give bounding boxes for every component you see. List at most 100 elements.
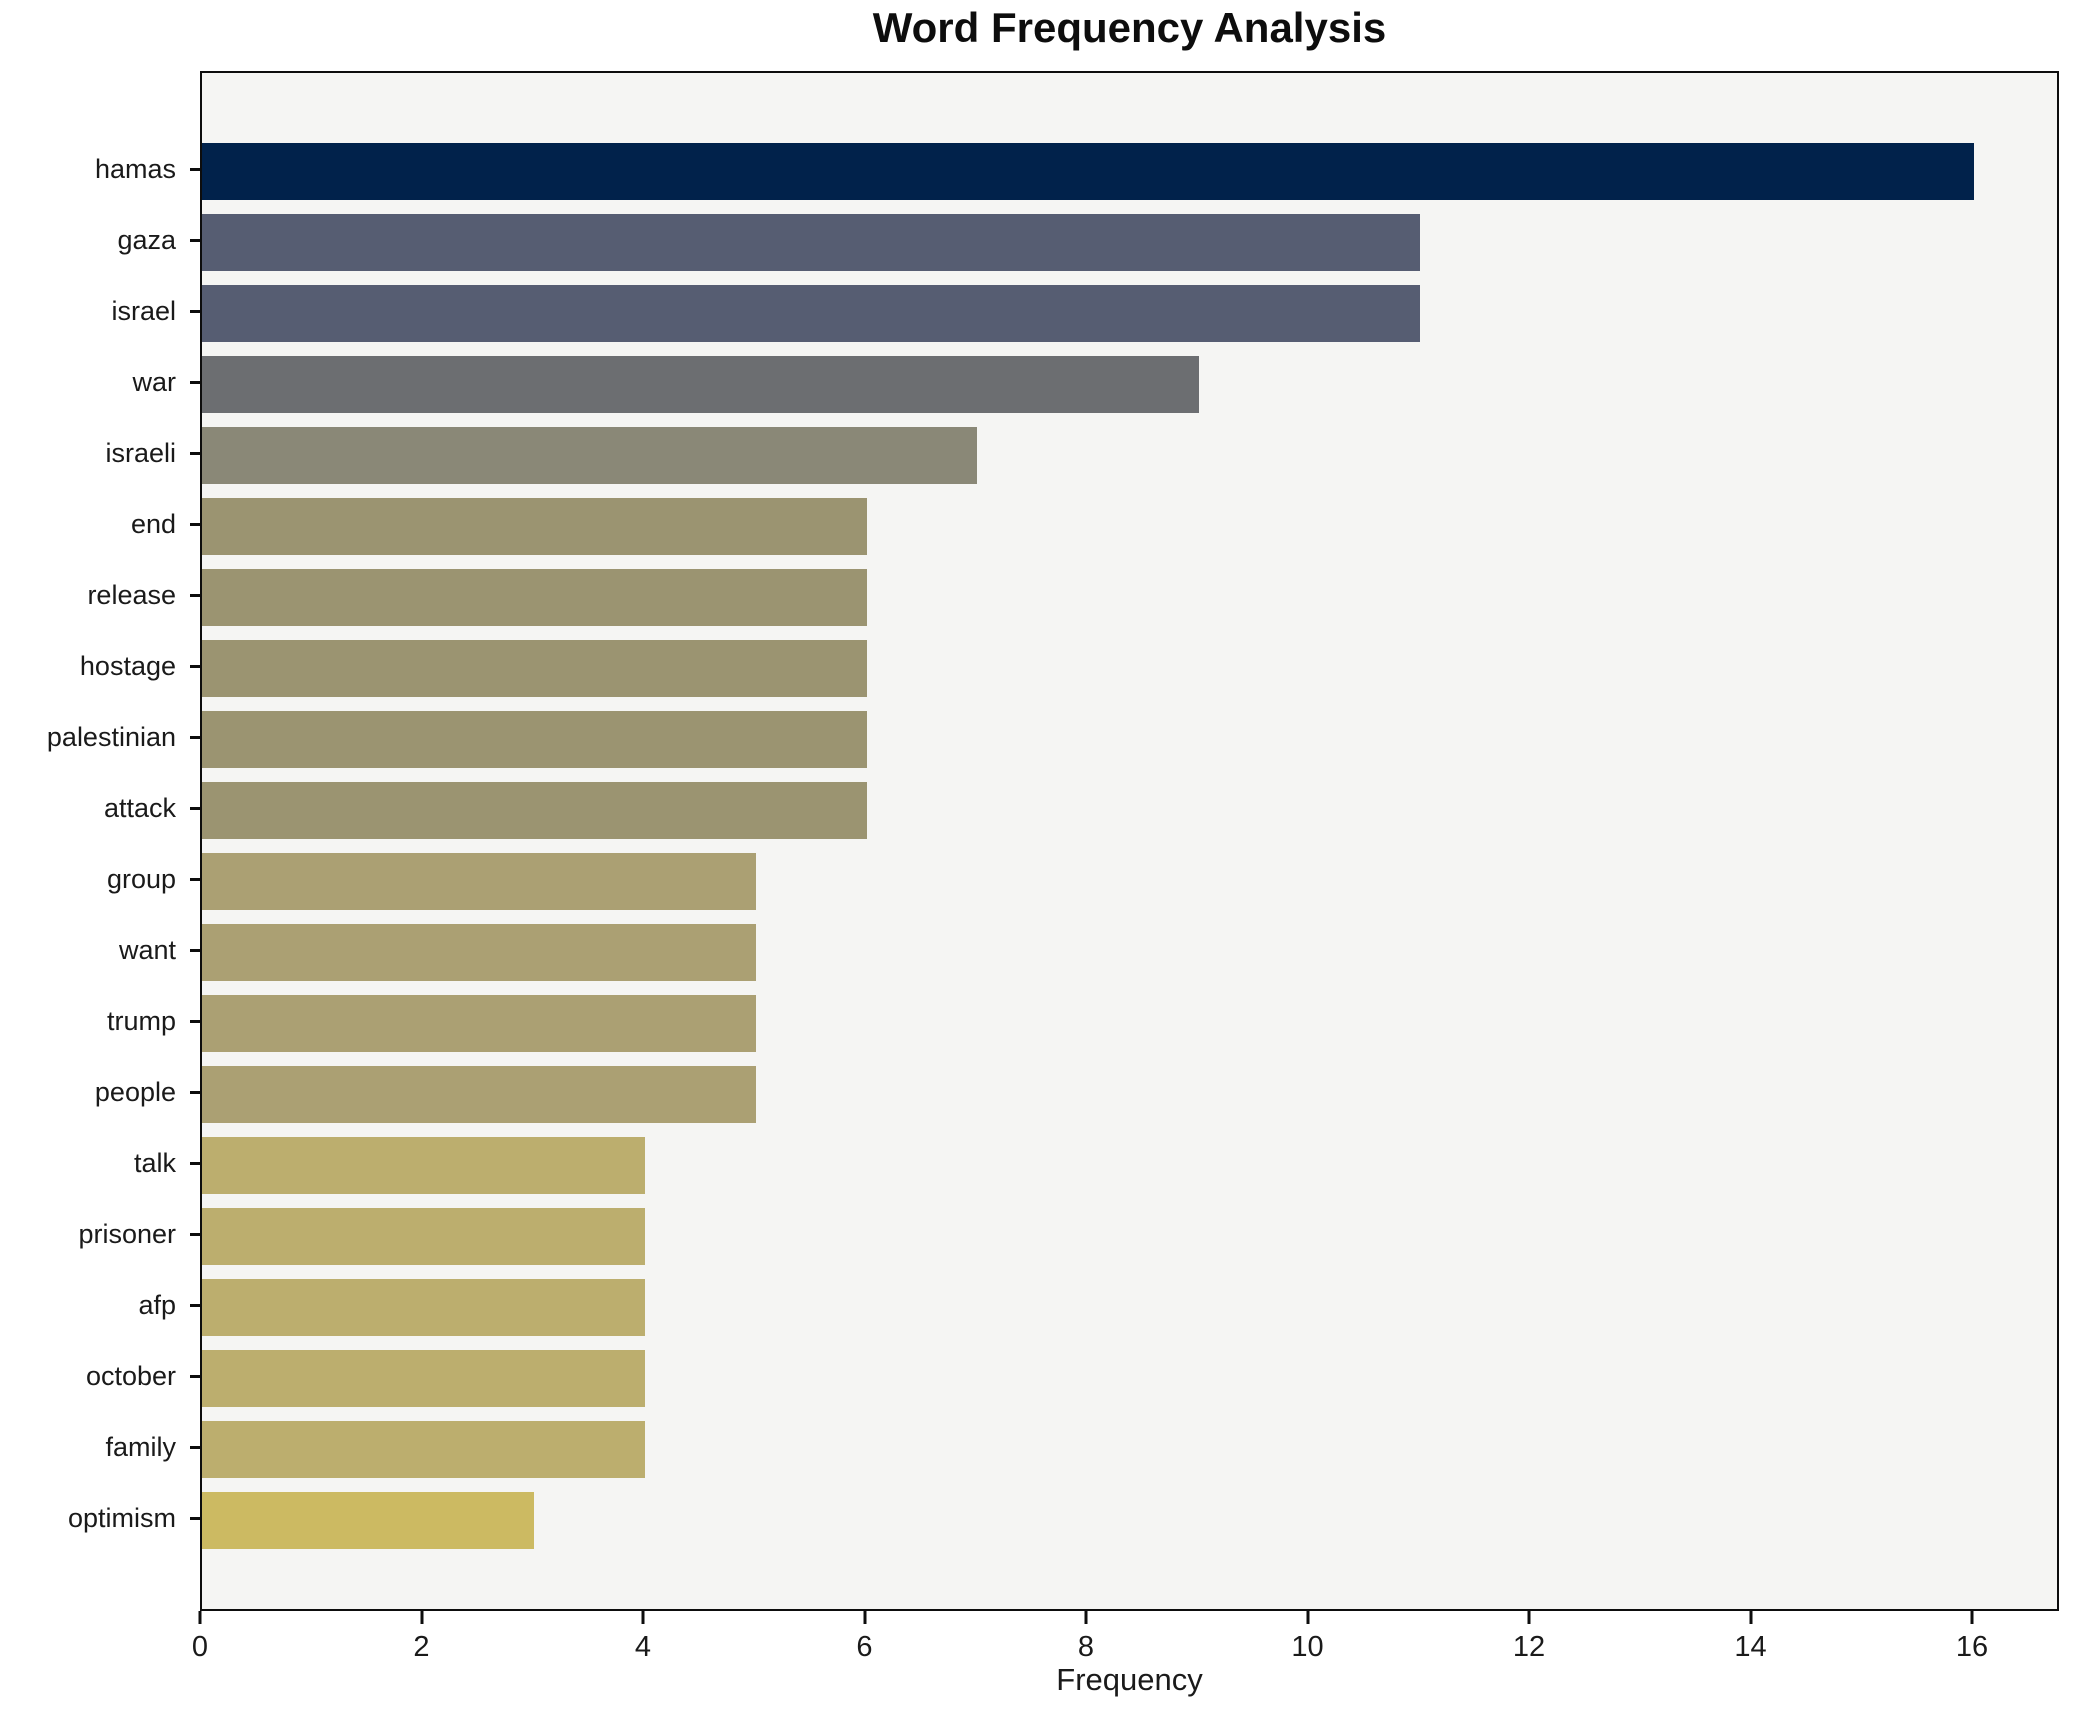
bar-row xyxy=(202,491,2057,562)
bar-row xyxy=(202,988,2057,1059)
bar-row xyxy=(202,846,2057,917)
bar xyxy=(202,1208,645,1265)
bar xyxy=(202,640,867,697)
y-tick-mark xyxy=(190,381,200,384)
y-tick-label: hostage xyxy=(79,651,176,681)
y-tick-mark xyxy=(190,452,200,455)
y-tick-mark xyxy=(190,239,200,242)
bar xyxy=(202,1279,645,1336)
bars-container xyxy=(202,136,2057,1556)
y-tick-label: talk xyxy=(133,1148,176,1178)
bar-row xyxy=(202,1485,2057,1556)
bar-row xyxy=(202,775,2057,846)
x-tick-label: 10 xyxy=(1291,1631,1324,1663)
bar-row xyxy=(202,704,2057,775)
plot-area xyxy=(200,71,2059,1611)
bar xyxy=(202,427,978,484)
x-tick-label: 2 xyxy=(413,1631,430,1663)
y-tick-label: family xyxy=(105,1432,176,1462)
bar xyxy=(202,995,756,1052)
x-tick-mark xyxy=(420,1611,423,1624)
y-tick-mark xyxy=(190,168,200,171)
y-tick-label: israeli xyxy=(105,438,176,468)
x-tick-mark xyxy=(863,1611,866,1624)
x-tick-mark xyxy=(1306,1611,1309,1624)
y-tick-mark xyxy=(190,736,200,739)
y-tick-label: attack xyxy=(103,793,176,823)
x-tick-label: 6 xyxy=(856,1631,873,1663)
bar-row xyxy=(202,349,2057,420)
bar xyxy=(202,356,1199,413)
x-tick-mark xyxy=(1749,1611,1752,1624)
bar xyxy=(202,1492,535,1549)
x-tick-mark xyxy=(1527,1611,1531,1624)
chart-title: Word Frequency Analysis xyxy=(872,4,1387,51)
bar-row xyxy=(202,917,2057,988)
bar xyxy=(202,782,867,839)
y-tick-label: people xyxy=(94,1077,176,1107)
bar-row xyxy=(202,207,2057,278)
x-tick-label: 0 xyxy=(191,1631,209,1663)
x-tick-label: 4 xyxy=(634,1631,652,1663)
y-tick-label: release xyxy=(87,580,176,610)
bar-row xyxy=(202,136,2057,207)
y-tick-label: hamas xyxy=(94,154,176,184)
y-tick-mark xyxy=(190,310,200,313)
x-tick-mark xyxy=(1084,1611,1088,1624)
bar xyxy=(202,498,867,555)
y-tick-label: prisoner xyxy=(78,1219,176,1249)
bar xyxy=(202,853,756,910)
bar xyxy=(202,214,1421,271)
bar xyxy=(202,1137,645,1194)
y-tick-mark xyxy=(190,1517,200,1520)
y-tick-label: optimism xyxy=(67,1503,176,1533)
y-tick-mark xyxy=(190,807,200,810)
y-tick-mark xyxy=(190,1446,200,1449)
bar-row xyxy=(202,1059,2057,1130)
y-axis: hamas gaza israel war israeli end release hosta… xyxy=(0,71,200,1611)
y-tick-label: end xyxy=(130,509,176,539)
bar xyxy=(202,1066,756,1123)
bar-row xyxy=(202,1272,2057,1343)
bar-row xyxy=(202,1414,2057,1485)
y-tick-label: want xyxy=(118,935,176,965)
bar xyxy=(202,711,867,768)
x-tick-label: 14 xyxy=(1734,1631,1767,1663)
bar xyxy=(202,569,867,626)
y-tick-mark xyxy=(190,523,200,526)
y-tick-label: trump xyxy=(106,1006,176,1036)
bar-row xyxy=(202,1130,2057,1201)
x-tick-mark xyxy=(641,1611,645,1624)
y-tick-mark xyxy=(190,1233,200,1236)
x-tick-mark xyxy=(1970,1611,1974,1624)
y-tick-mark xyxy=(190,1162,200,1165)
x-tick-label: 12 xyxy=(1512,1631,1546,1663)
y-tick-mark xyxy=(190,1020,200,1023)
x-tick-mark xyxy=(198,1611,202,1624)
y-tick-label: palestinian xyxy=(46,722,176,752)
bar xyxy=(202,1350,645,1407)
y-tick-mark xyxy=(190,1091,200,1094)
bar-row xyxy=(202,278,2057,349)
bar-row xyxy=(202,1201,2057,1272)
y-tick-label: october xyxy=(85,1361,176,1391)
bar-row xyxy=(202,633,2057,704)
bar xyxy=(202,285,1421,342)
y-tick-mark xyxy=(190,1304,200,1307)
bar xyxy=(202,1421,645,1478)
y-tick-label: group xyxy=(106,864,176,894)
x-tick-label: 16 xyxy=(1955,1631,1989,1663)
y-tick-mark xyxy=(190,878,200,881)
x-axis-label: Frequency xyxy=(1056,1662,1203,1697)
bar-row xyxy=(202,1343,2057,1414)
x-tick-label: 8 xyxy=(1077,1631,1095,1663)
y-tick-label: war xyxy=(132,367,176,397)
y-tick-label: israel xyxy=(111,296,176,326)
y-tick-mark xyxy=(190,949,200,952)
bar xyxy=(202,924,756,981)
y-tick-label: afp xyxy=(138,1290,176,1320)
bar-row xyxy=(202,420,2057,491)
y-tick-mark xyxy=(190,665,200,668)
bar-row xyxy=(202,562,2057,633)
